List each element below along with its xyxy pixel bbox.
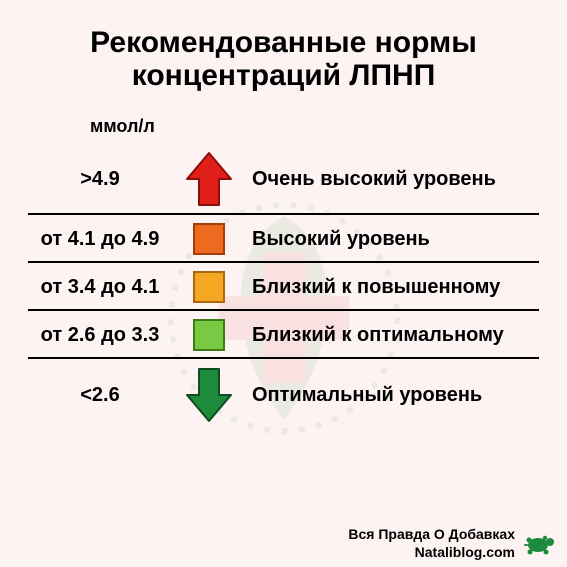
- level-icon: [180, 223, 238, 255]
- level-icon: [180, 151, 238, 207]
- level-desc: Близкий к оптимальному: [238, 324, 543, 347]
- turtle-icon: [521, 531, 555, 557]
- level-range: от 3.4 до 4.1: [24, 276, 180, 299]
- arrow-down-icon: [185, 367, 233, 423]
- level-range: от 2.6 до 3.3: [24, 324, 180, 347]
- footer: Вся Правда О Добавках Nataliblog.com: [348, 526, 555, 561]
- level-desc: Близкий к повышенному: [238, 276, 543, 299]
- level-row: <2.6 Оптимальный уровень: [24, 359, 543, 429]
- level-desc: Высокий уровень: [238, 228, 543, 251]
- infographic: Рекомендованные нормы концентраций ЛПНП …: [0, 0, 567, 429]
- level-icon: [180, 271, 238, 303]
- level-range: >4.9: [24, 168, 180, 191]
- arrow-up-icon: [185, 151, 233, 207]
- level-row: >4.9 Очень высокий уровень: [24, 143, 543, 213]
- level-row: от 2.6 до 3.3 Близкий к оптимальному: [24, 311, 543, 357]
- title: Рекомендованные нормы концентраций ЛПНП: [24, 26, 543, 92]
- level-icon: [180, 367, 238, 423]
- level-row: от 3.4 до 4.1 Близкий к повышенному: [24, 263, 543, 309]
- level-row: от 4.1 до 4.9 Высокий уровень: [24, 215, 543, 261]
- unit-label: ммол/л: [90, 116, 543, 137]
- level-range: от 4.1 до 4.9: [24, 228, 180, 251]
- level-desc: Оптимальный уровень: [238, 384, 543, 407]
- level-rows: >4.9 Очень высокий уровень от 4.1 до 4.9…: [24, 143, 543, 429]
- level-desc: Очень высокий уровень: [238, 168, 543, 191]
- level-range: <2.6: [24, 384, 180, 407]
- level-icon: [180, 319, 238, 351]
- footer-line2: Nataliblog.com: [348, 544, 515, 562]
- footer-line1: Вся Правда О Добавках: [348, 526, 515, 544]
